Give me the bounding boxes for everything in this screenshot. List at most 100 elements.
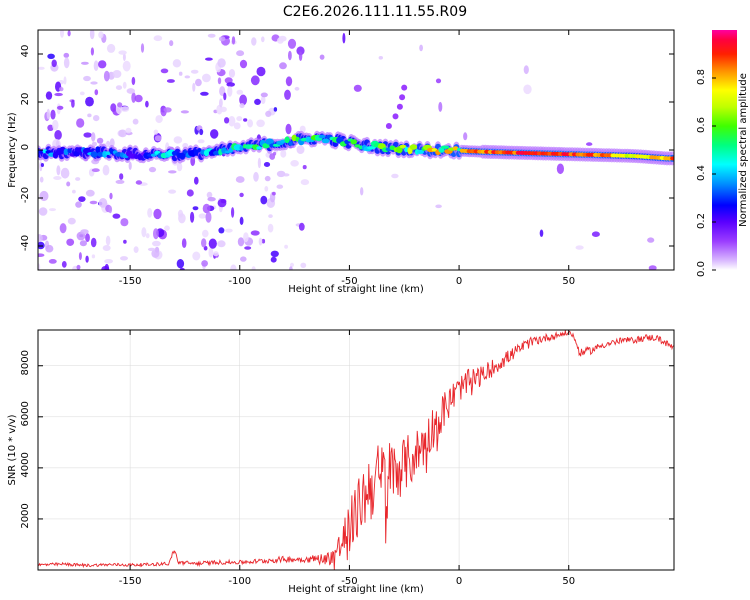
ridge-peak bbox=[239, 145, 244, 151]
noise-blob bbox=[231, 36, 236, 45]
noise-blob bbox=[279, 62, 287, 70]
noise-blob bbox=[120, 256, 128, 261]
noise-blob bbox=[556, 163, 565, 175]
noise-blob bbox=[76, 264, 81, 270]
ridge-peak bbox=[440, 145, 450, 149]
noise-blob bbox=[154, 135, 162, 142]
noise-blob bbox=[90, 47, 94, 56]
noise-blob bbox=[244, 246, 252, 250]
colorbar-tick-label: 0.4 bbox=[696, 165, 707, 181]
noise-blob bbox=[145, 100, 149, 108]
noise-blob bbox=[251, 266, 256, 270]
noise-blob bbox=[80, 229, 89, 235]
noise-blob bbox=[179, 267, 185, 270]
x-tick-label: -100 bbox=[228, 276, 251, 287]
noise-blob bbox=[108, 205, 113, 214]
noise-blob bbox=[40, 163, 45, 167]
branch-blob bbox=[396, 103, 403, 110]
noise-blob bbox=[109, 192, 113, 200]
noise-blob bbox=[145, 233, 150, 239]
noise-blob bbox=[153, 208, 162, 220]
noise-blob bbox=[148, 166, 157, 173]
noise-blob bbox=[47, 53, 55, 59]
snr-y-label: SNR (10 * v/v) bbox=[7, 414, 18, 485]
noise-blob bbox=[63, 57, 70, 69]
noise-blob bbox=[257, 157, 261, 169]
noise-blob bbox=[153, 228, 159, 240]
noise-blob bbox=[172, 59, 182, 68]
noise-blob bbox=[63, 52, 70, 58]
noise-blob bbox=[87, 113, 92, 118]
colorbar-gradient bbox=[712, 30, 737, 270]
ridge-peak bbox=[350, 139, 357, 145]
noise-blob bbox=[219, 106, 227, 113]
ridge-peak bbox=[95, 146, 100, 153]
noise-blob bbox=[202, 73, 211, 83]
noise-blob bbox=[192, 206, 199, 211]
noise-blob bbox=[54, 130, 62, 140]
noise-blob bbox=[282, 173, 290, 177]
noise-blob bbox=[260, 195, 268, 205]
noise-blob bbox=[102, 164, 110, 176]
noise-blob bbox=[228, 69, 236, 78]
ridge-peak bbox=[265, 138, 274, 145]
ridge-peak bbox=[399, 144, 407, 149]
noise-blob bbox=[200, 91, 209, 96]
noise-blob bbox=[230, 264, 237, 270]
noise-blob bbox=[239, 103, 245, 109]
noise-blob bbox=[121, 106, 130, 112]
noise-blob bbox=[122, 81, 127, 89]
noise-blob bbox=[284, 244, 288, 249]
noise-blob bbox=[264, 186, 269, 192]
noise-blob bbox=[60, 167, 70, 179]
noise-blob bbox=[45, 244, 54, 253]
noise-blob bbox=[285, 76, 293, 87]
noise-blob bbox=[140, 43, 145, 53]
ridge-peak bbox=[137, 153, 142, 161]
noise-blob bbox=[256, 66, 266, 77]
noise-blob bbox=[96, 137, 104, 144]
noise-blob bbox=[38, 263, 41, 270]
noise-blob bbox=[186, 189, 194, 197]
noise-blob bbox=[102, 245, 111, 251]
noise-blob bbox=[296, 46, 305, 56]
noise-blob bbox=[264, 175, 271, 182]
branch-blob bbox=[392, 113, 399, 120]
noise-blob bbox=[391, 173, 399, 179]
noise-blob bbox=[168, 170, 177, 174]
noise-blob bbox=[91, 132, 96, 142]
ridge-peak bbox=[354, 144, 361, 148]
y-tick-label: 8000 bbox=[20, 350, 31, 375]
colorbar: 0.0 0.2 0.4 0.6 0.8 Normalized spectral ampl… bbox=[696, 30, 749, 277]
noise-blob bbox=[197, 139, 205, 144]
noise-blob bbox=[78, 196, 86, 203]
noise-blob bbox=[265, 110, 272, 117]
ridge-peak bbox=[224, 150, 231, 154]
noise-blob bbox=[61, 261, 67, 268]
noise-blob bbox=[38, 234, 43, 243]
noise-blob bbox=[106, 43, 116, 53]
noise-blob bbox=[47, 124, 54, 131]
noise-blob bbox=[194, 176, 199, 185]
noise-blob bbox=[239, 192, 244, 198]
noise-blob bbox=[300, 179, 310, 186]
noise-blob bbox=[319, 54, 325, 60]
noise-blob bbox=[45, 91, 53, 100]
y-tick-label: 0 bbox=[20, 144, 31, 150]
ridge-peak bbox=[183, 150, 188, 154]
noise-blob bbox=[101, 266, 110, 270]
ridge-peak bbox=[670, 156, 674, 161]
noise-blob bbox=[280, 149, 287, 158]
noise-blob bbox=[276, 184, 284, 189]
noise-blob bbox=[268, 214, 273, 219]
x-tick-label: -150 bbox=[119, 276, 142, 287]
noise-blob bbox=[91, 254, 96, 259]
noise-blob bbox=[523, 65, 529, 75]
noise-blob bbox=[254, 98, 261, 105]
x-tick-label: 0 bbox=[456, 576, 462, 587]
snr-frame bbox=[37, 329, 675, 571]
noise-blob bbox=[523, 84, 532, 95]
branch-blob bbox=[399, 94, 406, 101]
noise-blob bbox=[202, 229, 209, 238]
noise-blob bbox=[71, 99, 75, 108]
